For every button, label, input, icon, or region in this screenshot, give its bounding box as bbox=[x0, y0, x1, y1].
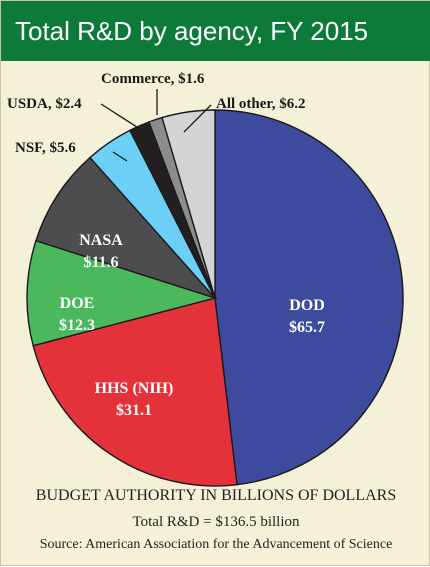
slice-value-hhs-nih: $31.1 bbox=[116, 402, 152, 419]
slice-label-commerce: Commerce, $1.6 bbox=[101, 71, 205, 87]
leader-line-usda bbox=[100, 103, 141, 130]
pie-slice-all-other bbox=[161, 109, 216, 299]
chart-title: Total R&D by agency, FY 2015 bbox=[1, 1, 430, 61]
slice-label-nasa: NASA bbox=[79, 232, 123, 249]
slice-label-nsf: NSF, $5.6 bbox=[15, 140, 76, 156]
slice-value-doe: $12.3 bbox=[59, 317, 95, 334]
slice-label-dod: DOD bbox=[289, 297, 325, 314]
pie-slice-hhs-nih bbox=[32, 297, 238, 487]
slice-value-nasa: $11.6 bbox=[83, 254, 118, 271]
pie-slice-nasa bbox=[35, 156, 218, 300]
leader-line-nsf bbox=[112, 151, 128, 162]
slice-label-all-other: All other, $6.2 bbox=[216, 96, 305, 112]
leader-line-all-other bbox=[183, 104, 212, 133]
total-note: Total R&D = $136.5 billion bbox=[132, 514, 300, 530]
pie-slice-doe bbox=[26, 239, 218, 347]
slice-label-hhs-nih: HHS (NIH) bbox=[95, 380, 174, 397]
slice-value-dod: $65.7 bbox=[289, 319, 325, 336]
chart-subtitle: BUDGET AUTHORITY IN BILLIONS OF DOLLARS bbox=[35, 487, 397, 504]
pie-slice-dod bbox=[214, 109, 404, 486]
source-note: Source: American Association for the Adv… bbox=[39, 537, 393, 552]
slice-label-doe: DOE bbox=[60, 295, 95, 312]
slice-label-usda: USDA, $2.4 bbox=[7, 96, 82, 112]
